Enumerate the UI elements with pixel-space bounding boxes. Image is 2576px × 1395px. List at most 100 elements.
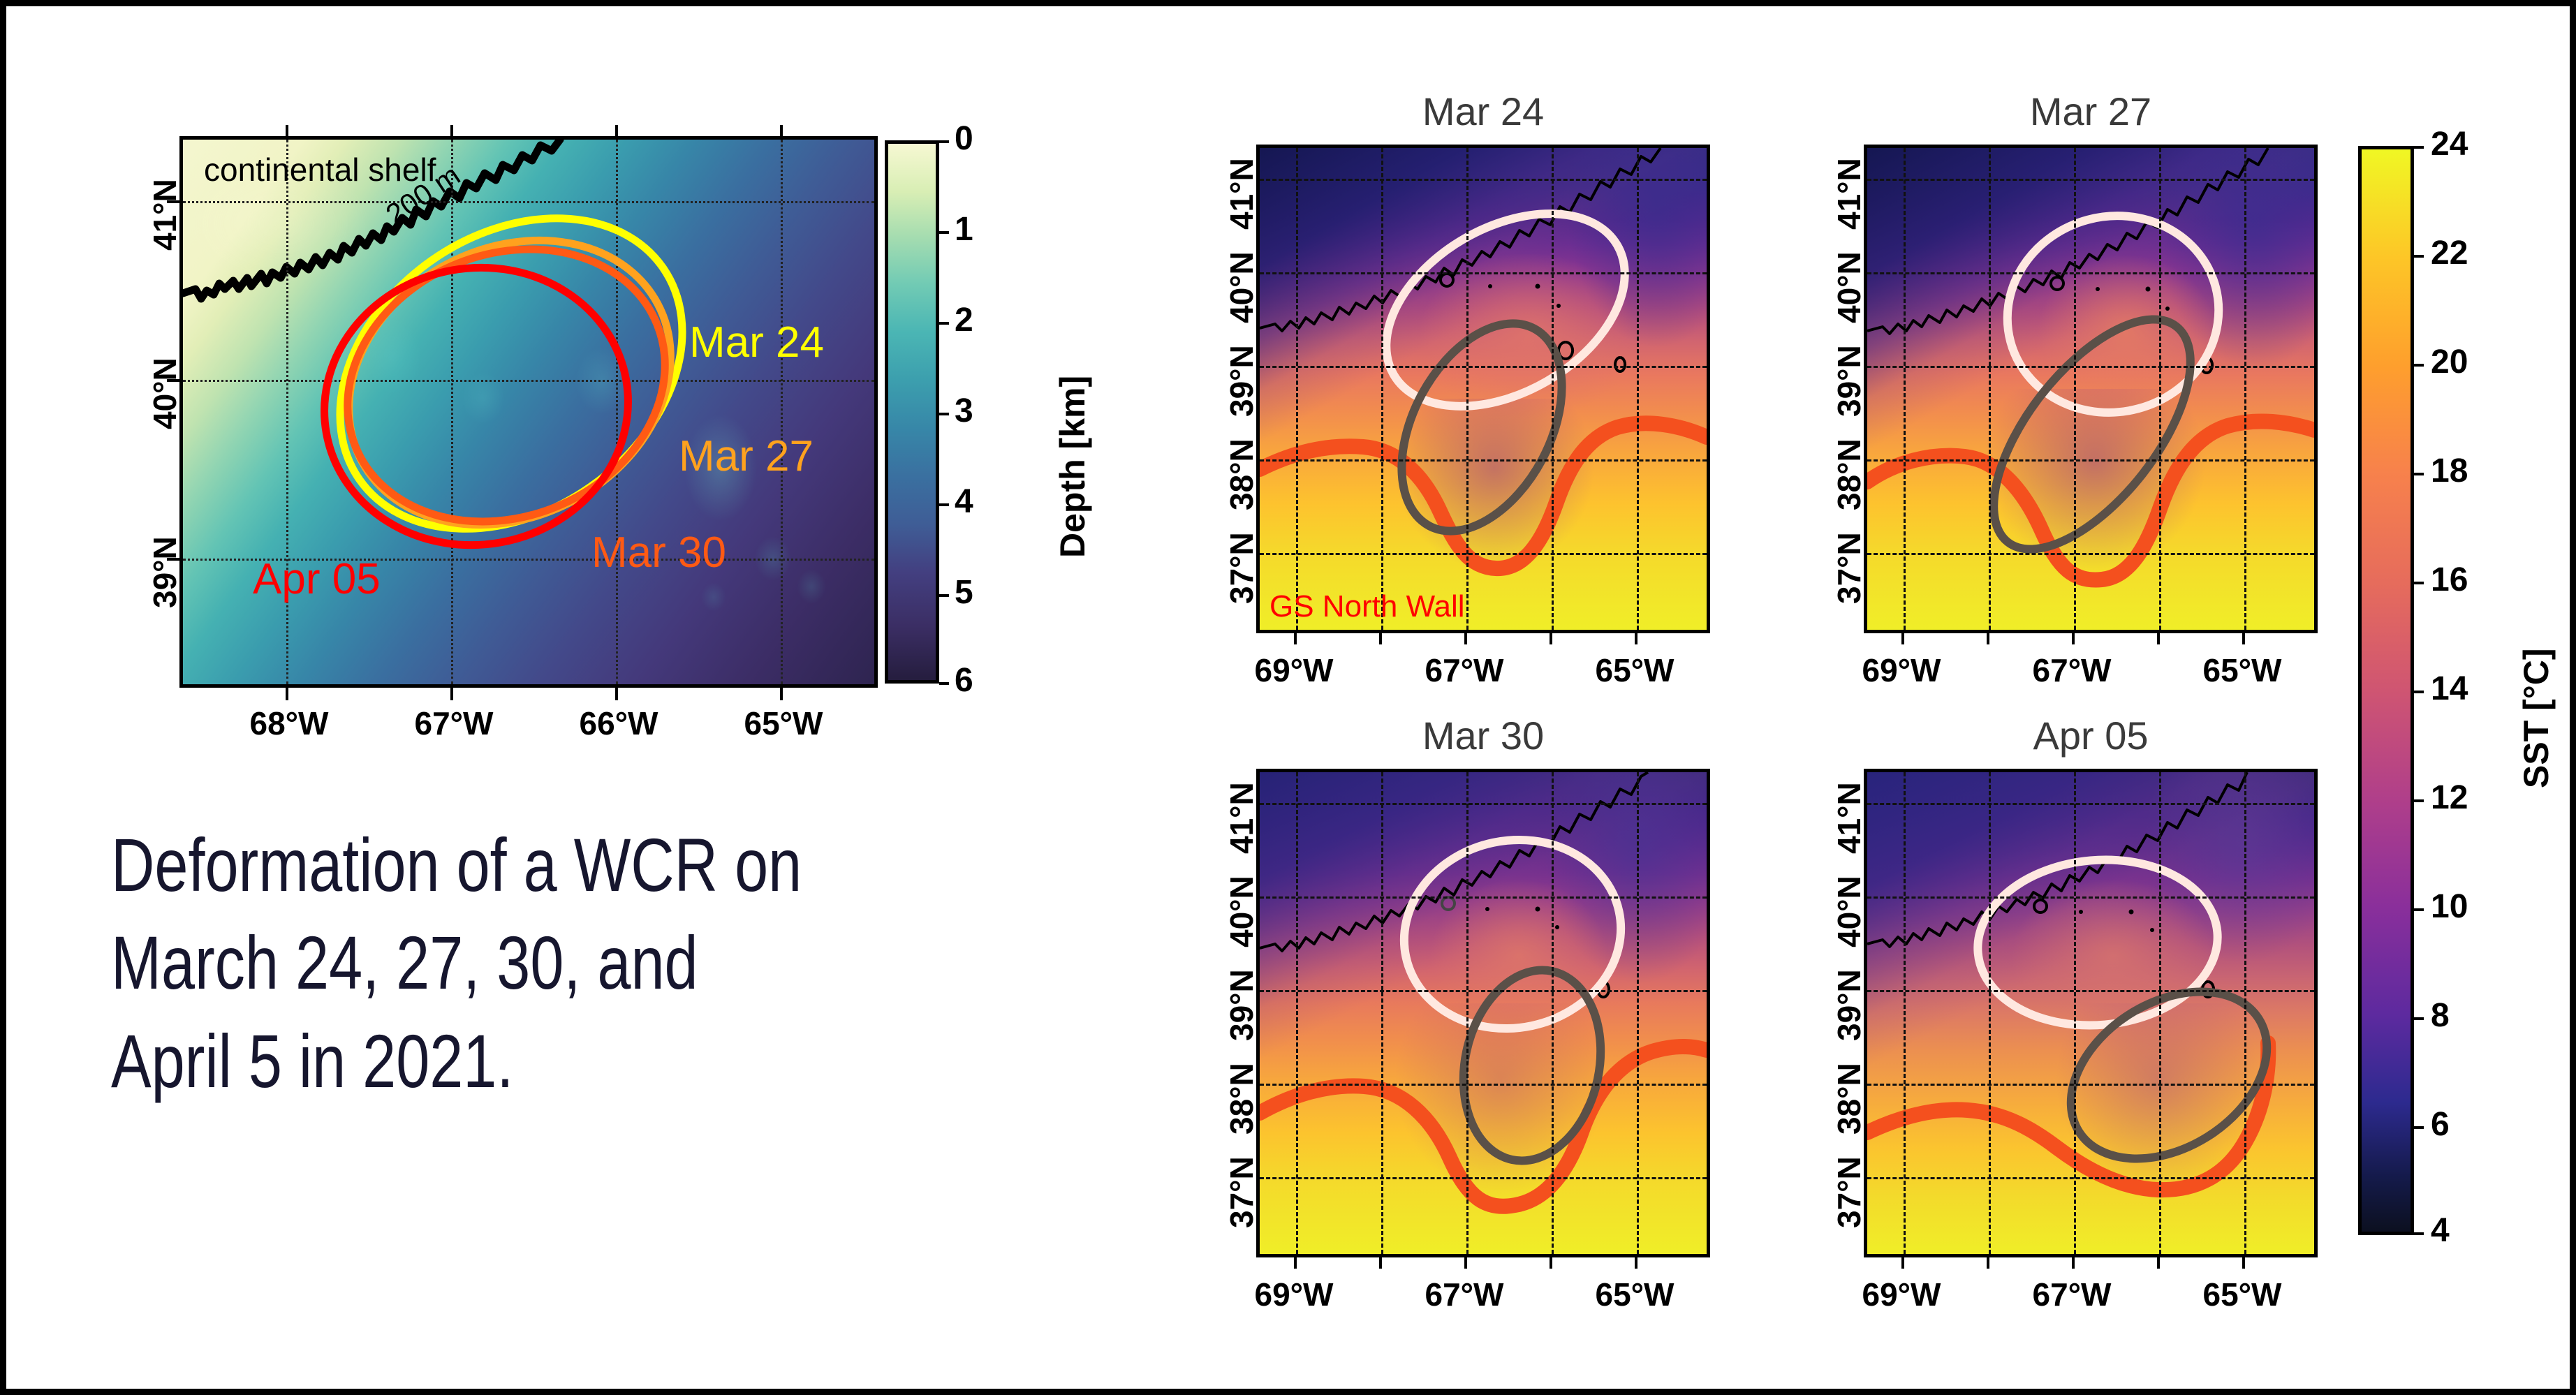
bathy-xtick [615,688,618,700]
sst-xtick [2072,633,2075,644]
sst-cb-label-24: 24 [2431,126,2468,163]
sst-yticklabel-38n-p0: 38°N [1223,438,1260,510]
bathy-ytick [167,379,179,382]
sst-panel-apr-05: Apr 05 [1864,714,2318,1269]
caption-line-3: April 5 in 2021. [111,1018,514,1103]
sst-gridlines-apr-05 [1867,772,2314,1254]
bathy-yticklabel-40n: 40°N [147,357,183,429]
bathymetry-panel: continental shelf 200 m Mar 24 Mar 27 Ma… [167,125,878,700]
bathymetry-raster [183,140,874,684]
sst-yticklabel-37n-p3: 37°N [1831,1156,1867,1228]
sst-xtick [1901,633,1904,644]
sst-yticklabel-41n-p2: 41°N [1223,782,1260,854]
bathy-xticklabel-66w: 66°W [579,705,658,741]
sst-cb-tick [2414,255,2424,258]
sst-cb-tick [2414,1232,2424,1235]
sst-axes-mar-30 [1256,769,1710,1257]
depth-cb-tick [939,682,949,685]
sst-xtick [1464,1257,1467,1269]
sst-overlays-mar-30 [1260,772,1707,1214]
label-mar-24: Mar 24 [689,318,824,367]
sst-xtick [1294,1257,1297,1269]
bathy-xtick [450,688,453,700]
sst-xticklabel-67w-p3: 67°W [2032,1276,2112,1313]
gs-north-wall-label: GS North Wall [1269,589,1465,623]
sst-gridlines-mar-30 [1260,772,1707,1254]
sst-cb-tick [2414,691,2424,693]
sst-xtick [1379,1257,1382,1269]
sst-cb-label-8: 8 [2431,997,2450,1034]
sst-xticklabel-67w-p2: 67°W [1425,1276,1504,1313]
figure-slide: continental shelf 200 m Mar 24 Mar 27 Ma… [6,6,2570,1389]
sst-yticklabel-37n-p0: 37°N [1223,532,1260,604]
sst-overlays-apr-05 [1867,772,2276,1198]
depth-cb-tick [939,413,949,415]
bathy-xtick [286,688,288,700]
caption-line-1: Deformation of a WCR on [111,822,802,907]
bathy-yticklabel-41n: 41°N [147,179,183,251]
sst-xtick [2242,633,2245,644]
bathy-xtick [780,688,783,700]
sst-cb-tick [2414,1017,2424,1020]
sst-xtick [2072,1257,2075,1269]
sst-colorbar-title: SST [°C] [2517,648,2556,788]
sst-panel-mar-30: Mar 30 [1256,714,1710,1269]
sst-cb-label-16: 16 [2431,561,2468,598]
sst-yticklabel-37n-p1: 37°N [1831,532,1867,604]
sst-xticklabel-65w-p1: 65°W [2202,652,2282,688]
bathy-xtick [450,125,453,136]
sst-xtick [1464,633,1467,644]
sst-xticklabel-69w-p2: 69°W [1254,1276,1334,1313]
sst-cb-tick [2414,364,2424,367]
sst-cb-tick [2414,1126,2424,1129]
sst-yticklabel-41n-p0: 41°N [1223,158,1260,230]
sst-xtick [1901,1257,1904,1269]
sst-cb-label-22: 22 [2431,235,2468,272]
sst-xticklabel-67w-p1: 67°W [2032,652,2112,688]
depth-cb-label-5: 5 [955,574,973,611]
gs-north-wall-apr-05 [1867,1035,2276,1198]
sst-xtick [1987,633,1989,644]
sst-yticklabel-40n-p2: 40°N [1223,876,1260,947]
sst-cb-tick [2414,146,2424,149]
sst-panel-mar-24: Mar 24 [1256,89,1710,644]
sst-xticklabel-65w-p0: 65°W [1595,652,1675,688]
sst-xtick [1379,633,1382,644]
sst-cb-label-10: 10 [2431,888,2468,925]
depth-cb-label-6: 6 [955,662,973,699]
sst-cb-label-12: 12 [2431,779,2468,816]
sst-yticklabel-39n-p2: 39°N [1223,969,1260,1041]
depth-colorbar [885,140,939,684]
sst-panel-title-apr-05: Apr 05 [2033,714,2149,758]
sst-yticklabel-39n-p3: 39°N [1831,969,1867,1041]
sst-xtick [1635,633,1637,644]
sst-yticklabel-38n-p3: 38°N [1831,1063,1867,1135]
bathy-xticklabel-68w: 68°W [249,705,329,741]
sst-warm-core-apr-05 [2010,878,2216,1033]
sst-yticklabel-39n-p0: 39°N [1223,345,1260,417]
gs-north-wall-mar-27 [1867,413,2314,588]
wcr-outline-mar-27 [2003,212,2223,417]
sst-cb-label-4: 4 [2431,1212,2450,1249]
sst-xtick [2242,1257,2245,1269]
depth-cb-label-2: 2 [955,302,973,339]
wcr-outline-mar-24 [1382,209,1629,411]
bathy-ytick [167,558,179,561]
secondary-eddy-apr-05 [2066,987,2272,1163]
sst-yticklabel-40n-p1: 40°N [1831,251,1867,323]
depth-cb-tick [939,503,949,506]
sst-xtick [1550,633,1552,644]
figure-caption: Deformation of a WCR on March 24, 27, 30… [111,816,1005,1110]
sst-axes-apr-05 [1864,769,2318,1257]
sst-colorbar [2358,146,2414,1235]
bathy-xtick [286,125,288,136]
sst-xtick [1294,633,1297,644]
sst-cb-label-6: 6 [2431,1106,2450,1143]
bathy-yticklabel-39n: 39°N [147,536,183,608]
sst-cb-tick [2414,908,2424,911]
label-mar-27: Mar 27 [679,432,814,480]
sst-xticklabel-65w-p2: 65°W [1595,1276,1675,1313]
sst-xticklabel-69w-p0: 69°W [1254,652,1334,688]
sst-yticklabel-41n-p3: 41°N [1831,782,1867,854]
sst-xtick [1987,1257,1989,1269]
